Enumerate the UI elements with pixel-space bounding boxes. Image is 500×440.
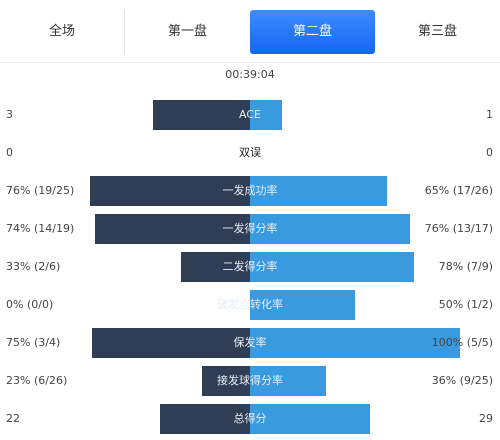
stat-name: 保发率 bbox=[233, 336, 267, 349]
stat-name: ACE bbox=[239, 108, 261, 121]
stat-bar-right bbox=[250, 366, 326, 396]
stat-bar-right bbox=[250, 290, 355, 320]
stat-value-right: 78% (7/9) bbox=[438, 260, 493, 273]
stat-name: 破发点转化率 bbox=[217, 298, 283, 311]
tab-set-3[interactable]: 第三盘 bbox=[417, 24, 457, 39]
stat-name: 双误 bbox=[239, 146, 261, 159]
stat-bar-left bbox=[90, 176, 250, 206]
tab-set-2[interactable]: 第二盘 bbox=[250, 10, 375, 54]
stat-value-left: 74% (14/19) bbox=[6, 222, 75, 235]
tab-set-1[interactable]: 第一盘 bbox=[167, 24, 207, 39]
stat-bar-right bbox=[250, 404, 370, 434]
stat-value-left: 76% (19/25) bbox=[6, 184, 75, 197]
stat-row: 74% (14/19) 一发得分率 76% (13/17) bbox=[0, 214, 500, 244]
stat-bar-left bbox=[92, 328, 250, 358]
stat-bar-right bbox=[250, 100, 282, 130]
stat-bar-left bbox=[153, 100, 250, 130]
stat-value-left: 0% (0/0) bbox=[6, 298, 54, 311]
stat-name: 二发得分率 bbox=[222, 260, 278, 273]
stat-value-right: 36% (9/25) bbox=[431, 374, 493, 387]
stat-name: 接发球得分率 bbox=[217, 374, 283, 387]
set-tabs: 全场 第一盘 第二盘 第三盘 bbox=[0, 0, 500, 63]
stat-value-right: 65% (17/26) bbox=[424, 184, 493, 197]
stat-row: 75% (3/4) 保发率 100% (5/5) bbox=[0, 328, 500, 358]
stat-value-left: 0 bbox=[6, 146, 13, 159]
stat-value-left: 22 bbox=[6, 412, 20, 425]
stat-value-left: 23% (6/26) bbox=[6, 374, 68, 387]
stat-value-left: 33% (2/6) bbox=[6, 260, 61, 273]
tab-full-match[interactable]: 全场 bbox=[0, 10, 125, 54]
stat-row: 23% (6/26) 接发球得分率 36% (9/25) bbox=[0, 366, 500, 396]
match-duration: 00:39:04 bbox=[225, 68, 275, 81]
stat-bar-right bbox=[250, 176, 387, 206]
stat-value-left: 3 bbox=[6, 108, 13, 121]
stat-row: 33% (2/6) 二发得分率 78% (7/9) bbox=[0, 252, 500, 282]
stat-row: 76% (19/25) 一发成功率 65% (17/26) bbox=[0, 176, 500, 206]
stat-bar-right bbox=[250, 252, 414, 282]
stat-name: 一发得分率 bbox=[222, 222, 278, 235]
stat-bar-left bbox=[95, 214, 250, 244]
stat-name: 总得分 bbox=[233, 412, 267, 425]
stat-bar-left bbox=[202, 366, 250, 396]
stat-value-right: 29 bbox=[479, 412, 493, 425]
stat-row: 3 ACE 1 bbox=[0, 100, 500, 130]
stat-bar-right bbox=[250, 328, 460, 358]
stat-row: 0% (0/0) 破发点转化率 50% (1/2) bbox=[0, 290, 500, 320]
stat-value-right: 76% (13/17) bbox=[424, 222, 493, 235]
stat-value-right: 50% (1/2) bbox=[438, 298, 493, 311]
stat-value-right: 100% (5/5) bbox=[431, 336, 493, 349]
stat-name: 一发成功率 bbox=[222, 184, 278, 197]
stat-row: 22 总得分 29 bbox=[0, 404, 500, 434]
stat-bar-left bbox=[181, 252, 250, 282]
stat-bar-right bbox=[250, 214, 410, 244]
stat-value-left: 75% (3/4) bbox=[6, 336, 61, 349]
stat-value-right: 1 bbox=[486, 108, 493, 121]
stat-value-right: 0 bbox=[486, 146, 493, 159]
stat-row: 0 双误 0 bbox=[0, 138, 500, 168]
stat-bar-left bbox=[160, 404, 250, 434]
